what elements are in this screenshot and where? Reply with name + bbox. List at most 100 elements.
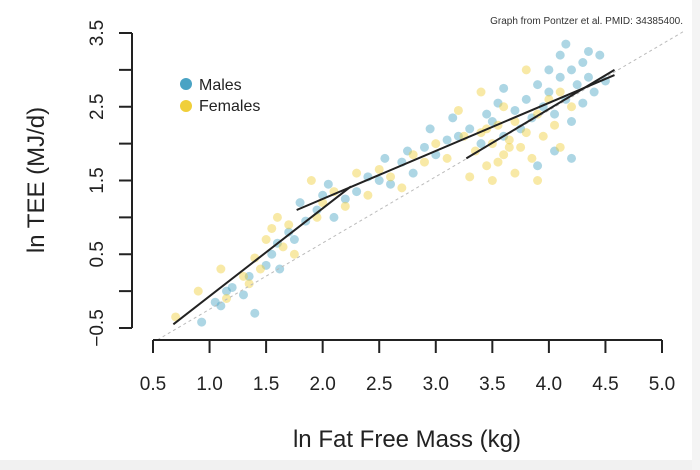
data-point-females bbox=[216, 264, 226, 274]
data-point-females bbox=[499, 102, 509, 112]
data-point-males bbox=[453, 131, 463, 141]
data-point-males bbox=[323, 179, 333, 189]
data-point-males bbox=[487, 117, 497, 126]
x-tick-label: 3.5 bbox=[479, 374, 505, 395]
y-axis-title: ln TEE (MJ/d) bbox=[23, 107, 50, 253]
legend-label-females: Females bbox=[199, 98, 260, 115]
data-point-males bbox=[476, 139, 486, 149]
x-axis-title: ln Fat Free Mass (kg) bbox=[293, 426, 521, 453]
data-point-males bbox=[284, 227, 294, 237]
data-point-males bbox=[499, 83, 509, 93]
data-point-females bbox=[171, 312, 181, 322]
data-point-males bbox=[583, 46, 593, 56]
data-point-males bbox=[550, 109, 560, 119]
data-point-males bbox=[567, 153, 577, 163]
data-point-females bbox=[374, 164, 384, 174]
data-point-males bbox=[425, 124, 435, 134]
data-point-males bbox=[561, 39, 571, 49]
data-point-males bbox=[510, 105, 520, 115]
data-point-males bbox=[340, 194, 350, 204]
data-point-males bbox=[578, 58, 588, 67]
data-point-males bbox=[267, 249, 277, 259]
data-point-males bbox=[210, 297, 220, 307]
data-point-females bbox=[238, 271, 248, 281]
data-point-females bbox=[521, 128, 531, 138]
data-point-females bbox=[555, 87, 565, 97]
data-point-males bbox=[403, 146, 412, 156]
data-point-males bbox=[374, 176, 384, 185]
data-point-males bbox=[295, 198, 305, 208]
data-point-males bbox=[250, 308, 260, 318]
x-tick-label: 2.0 bbox=[309, 374, 335, 395]
data-point-females bbox=[487, 176, 497, 185]
data-point-males bbox=[555, 72, 565, 82]
data-point-males bbox=[567, 117, 577, 126]
x-tick-label: 3.0 bbox=[423, 374, 449, 395]
data-point-males bbox=[544, 65, 554, 75]
data-point-females bbox=[476, 87, 486, 97]
data-point-males bbox=[408, 168, 418, 178]
data-point-females bbox=[386, 172, 396, 182]
data-point-females bbox=[504, 135, 514, 145]
data-point-males bbox=[244, 271, 254, 281]
fit-line-2 bbox=[296, 74, 615, 211]
points-layer bbox=[171, 39, 610, 327]
data-point-males bbox=[493, 98, 503, 108]
data-point-males bbox=[227, 282, 237, 292]
data-point-females bbox=[306, 176, 316, 185]
data-point-males bbox=[533, 80, 543, 90]
x-tick-label: 2.5 bbox=[366, 374, 392, 395]
data-point-males bbox=[521, 94, 531, 104]
legend-marker-females bbox=[180, 100, 192, 112]
data-point-females bbox=[284, 220, 294, 230]
axes-layer: 0.5 1.0 1.5 2.0 2.5 3.0 3.5 4.0 4.5 5.0 −0.5 0.5 1.5… bbox=[87, 20, 675, 395]
data-point-males bbox=[482, 109, 492, 119]
data-point-males bbox=[465, 124, 475, 134]
data-point-males bbox=[289, 235, 299, 244]
x-tick-label: 1.0 bbox=[196, 374, 222, 395]
credit-text: Graph from Pontzer et al. PMID: 34385400… bbox=[490, 16, 683, 27]
data-point-females bbox=[527, 153, 537, 163]
data-point-males bbox=[595, 50, 605, 60]
y-tick-label: 2.5 bbox=[87, 94, 108, 120]
x-tick-label: 1.5 bbox=[253, 374, 279, 395]
data-point-females bbox=[431, 139, 441, 149]
data-point-females bbox=[397, 183, 407, 193]
data-point-males bbox=[448, 113, 458, 123]
x-tick-label: 0.5 bbox=[140, 374, 166, 395]
data-point-males bbox=[544, 87, 554, 97]
data-point-males bbox=[222, 286, 232, 296]
data-point-males bbox=[380, 153, 390, 163]
x-tick-label: 4.0 bbox=[536, 374, 562, 395]
data-point-males bbox=[578, 98, 588, 108]
data-point-females bbox=[193, 286, 203, 296]
data-point-females bbox=[555, 142, 565, 152]
data-point-males bbox=[572, 80, 582, 90]
legend-label-males: Males bbox=[199, 77, 242, 94]
data-point-males bbox=[550, 146, 560, 156]
data-point-males bbox=[442, 135, 452, 145]
data-point-females bbox=[255, 264, 265, 274]
data-point-males bbox=[386, 179, 396, 189]
data-point-males bbox=[533, 161, 543, 171]
data-point-males bbox=[216, 301, 226, 311]
data-point-females bbox=[267, 223, 277, 233]
fit-line-1 bbox=[172, 185, 352, 326]
data-point-females bbox=[289, 249, 299, 259]
data-point-females bbox=[453, 105, 463, 115]
data-point-females bbox=[516, 142, 526, 152]
data-point-females bbox=[499, 150, 509, 160]
data-point-females bbox=[465, 172, 475, 182]
data-point-females bbox=[363, 190, 373, 200]
data-point-males bbox=[583, 72, 593, 82]
data-point-females bbox=[244, 279, 254, 289]
data-point-males bbox=[567, 65, 577, 75]
y-tick-label: 1.5 bbox=[87, 167, 108, 193]
data-point-females bbox=[272, 212, 282, 222]
y-tick-label: 0.5 bbox=[87, 241, 108, 267]
data-point-males bbox=[329, 212, 339, 222]
data-point-males bbox=[352, 187, 362, 197]
data-point-females bbox=[222, 294, 232, 303]
data-point-females bbox=[521, 65, 531, 75]
